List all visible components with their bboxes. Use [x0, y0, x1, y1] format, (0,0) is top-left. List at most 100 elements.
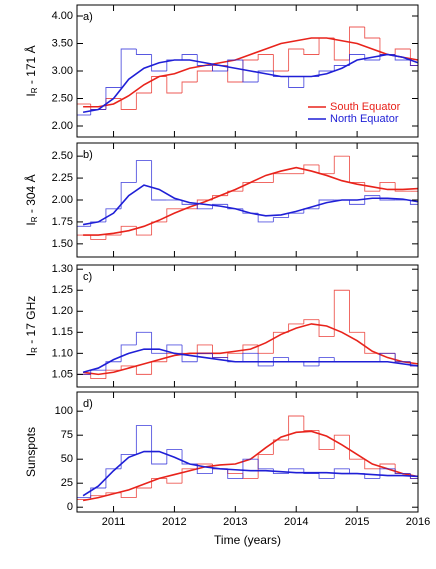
- step-segment: [349, 435, 365, 460]
- y-tick-label: 1.25: [52, 284, 73, 296]
- y-label-main: I: [24, 353, 38, 356]
- step-segment: [181, 54, 198, 60]
- step-segment: [90, 487, 106, 498]
- panel-label: d): [83, 398, 93, 410]
- y-label-rest: - 17 GHz: [24, 296, 38, 347]
- step-segment: [394, 468, 411, 475]
- step-segment: [90, 235, 106, 240]
- y-label-main: I: [24, 222, 38, 225]
- y-label-rest: - 171 Å: [23, 45, 38, 87]
- step-segment: [333, 289, 350, 337]
- y-label-sub: R: [30, 216, 39, 222]
- step-segment: [242, 182, 259, 192]
- step-segment: [333, 38, 350, 61]
- y-axis-label: IR - 304 Å: [23, 174, 39, 225]
- x-tick-label: 2015: [345, 516, 369, 528]
- x-tick-label: 2013: [223, 516, 247, 528]
- step-segment: [272, 173, 289, 183]
- step-segment: [318, 430, 335, 451]
- y-axis-label: IR - 171 Å: [23, 45, 39, 96]
- y-tick-label: 100: [55, 405, 73, 417]
- step-segment: [166, 449, 183, 464]
- step-segment: [196, 464, 213, 475]
- step-segment: [227, 468, 243, 479]
- step-segment: [379, 195, 396, 201]
- step-segment: [242, 60, 259, 83]
- step-segment: [212, 203, 228, 209]
- smooth-line: [82, 348, 419, 374]
- panel-label: b): [83, 149, 93, 161]
- y-tick-label: 1.30: [52, 263, 73, 275]
- x-tick-label: 2014: [284, 516, 308, 528]
- step-segment: [272, 357, 289, 366]
- y-label-sub: R: [30, 347, 39, 353]
- step-segment: [288, 76, 304, 88]
- step-segment: [303, 361, 320, 367]
- step-segment: [105, 361, 122, 371]
- x-tick-label: 2016: [406, 516, 430, 528]
- step-segment: [303, 416, 320, 431]
- step-segment: [318, 473, 335, 479]
- step-segment: [151, 160, 167, 201]
- step-segment: [151, 332, 167, 354]
- step-segment: [303, 468, 320, 475]
- smooth-line: [82, 450, 419, 497]
- step-segment: [303, 319, 320, 324]
- step-segment: [257, 213, 274, 223]
- step-segment: [212, 65, 228, 72]
- step-segment: [120, 182, 137, 209]
- step-segment: [196, 54, 213, 66]
- y-tick-label: 75: [61, 429, 73, 441]
- step-segment: [333, 468, 350, 479]
- step-segment: [196, 204, 213, 210]
- x-tick-label: 2012: [162, 516, 186, 528]
- y-tick-label: 25: [61, 477, 73, 489]
- step-segment: [257, 459, 274, 470]
- step-segment: [105, 87, 122, 110]
- legend-label: South Equator: [330, 101, 401, 113]
- step-segment: [409, 200, 418, 205]
- y-tick-label: 3.50: [52, 37, 73, 49]
- step-segment: [227, 190, 243, 196]
- step-segment: [181, 344, 198, 363]
- y-axis-label: Sunspots: [24, 427, 38, 477]
- step-segment: [135, 331, 152, 345]
- y-tick-label: 2.25: [52, 172, 73, 184]
- x-tick-label: 2011: [102, 516, 126, 528]
- step-segment: [272, 217, 289, 222]
- step-segment: [90, 109, 106, 115]
- step-segment: [181, 200, 198, 205]
- step-segment: [90, 221, 106, 227]
- step-segment: [288, 48, 304, 71]
- smooth-line: [82, 430, 419, 502]
- step-segment: [303, 76, 320, 88]
- step-segment: [272, 54, 289, 72]
- y-label-main: Sunspots: [24, 427, 38, 477]
- step-segment: [303, 49, 320, 55]
- y-label-main: I: [24, 93, 38, 96]
- step-segment: [242, 473, 259, 479]
- step-segment: [181, 81, 198, 93]
- step-segment: [135, 49, 152, 55]
- y-tick-label: 2.00: [52, 120, 73, 132]
- step-segment: [288, 212, 304, 218]
- step-segment: [120, 365, 137, 371]
- y-axis-label: IR - 17 GHz: [24, 296, 39, 356]
- step-segment: [242, 352, 259, 362]
- y-tick-label: 2.50: [52, 150, 73, 162]
- step-segment: [151, 425, 167, 465]
- step-segment: [333, 434, 350, 450]
- step-segment: [364, 27, 380, 39]
- step-segment: [120, 98, 137, 110]
- step-segment: [105, 234, 122, 240]
- step-segment: [349, 26, 365, 60]
- y-tick-label: 50: [61, 453, 73, 465]
- step-segment: [303, 164, 320, 174]
- plot-frame: [76, 264, 419, 388]
- step-segment: [333, 155, 350, 174]
- step-segment: [257, 353, 274, 367]
- y-tick-label: 1.75: [52, 216, 73, 228]
- y-tick-label: 1.05: [52, 368, 73, 380]
- step-segment: [333, 65, 350, 71]
- step-segment: [151, 361, 167, 375]
